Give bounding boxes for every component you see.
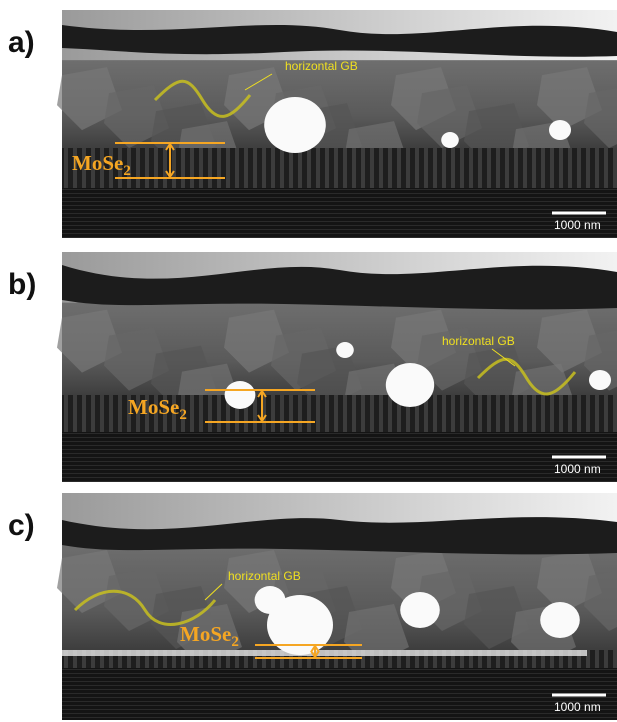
scale-label: 1000 nm bbox=[554, 462, 601, 476]
bright-grain bbox=[441, 132, 459, 148]
bright-grain bbox=[540, 602, 580, 638]
layer-label: MoSe2 bbox=[128, 395, 187, 423]
substrate bbox=[62, 432, 617, 482]
layer-name: MoSe bbox=[128, 395, 179, 419]
bright-grain bbox=[336, 342, 354, 358]
bright-grain bbox=[255, 586, 286, 614]
substrate bbox=[62, 188, 617, 238]
bright-grain bbox=[400, 592, 440, 628]
layer-subscript: 2 bbox=[123, 163, 131, 179]
layer-subscript: 2 bbox=[231, 634, 239, 650]
columns bbox=[62, 148, 617, 191]
scale-label: 1000 nm bbox=[554, 218, 601, 232]
gb-annotation: horizontal GB bbox=[285, 59, 358, 73]
bright-grain bbox=[549, 120, 571, 140]
bright-grain bbox=[589, 370, 611, 390]
figure: a)horizontal GBMoSe21000 nmb)horizontal … bbox=[0, 0, 617, 722]
layer-name: MoSe bbox=[72, 151, 123, 175]
micrograph bbox=[57, 252, 617, 482]
scale-label: 1000 nm bbox=[554, 700, 601, 714]
substrate bbox=[62, 668, 617, 720]
layer-label: MoSe2 bbox=[72, 151, 131, 179]
layer-subscript: 2 bbox=[179, 407, 187, 423]
gb-annotation: horizontal GB bbox=[228, 569, 301, 583]
bright-grain bbox=[225, 381, 256, 409]
panel-label: b) bbox=[8, 268, 36, 301]
bright-grain bbox=[386, 363, 434, 407]
panel-label: a) bbox=[8, 26, 35, 59]
bright-grain bbox=[264, 97, 326, 153]
micrograph bbox=[57, 10, 617, 238]
layer-name: MoSe bbox=[180, 622, 231, 646]
layer-label: MoSe2 bbox=[180, 622, 239, 650]
bright-band bbox=[62, 650, 587, 656]
panel-label: c) bbox=[8, 509, 35, 542]
gb-annotation: horizontal GB bbox=[442, 334, 515, 348]
